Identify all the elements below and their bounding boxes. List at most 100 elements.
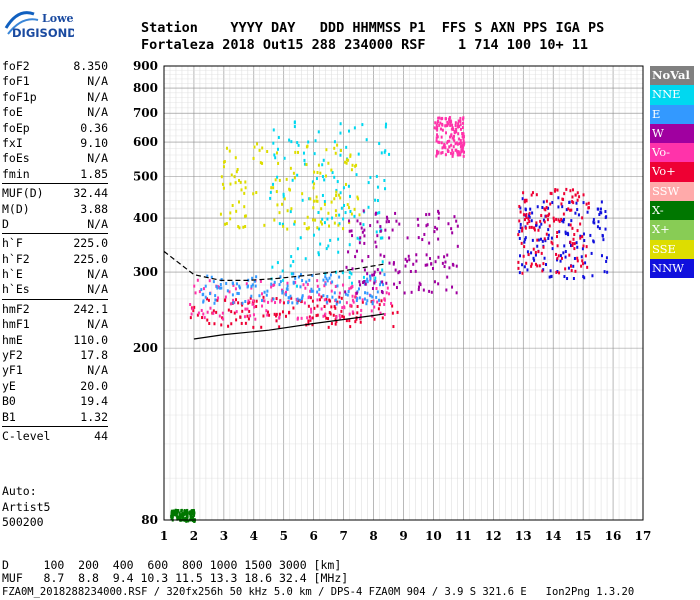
echo-point	[270, 186, 273, 190]
echo-point	[170, 517, 173, 521]
echo-point	[374, 240, 377, 244]
echo-point	[462, 133, 465, 137]
echo-point	[217, 296, 220, 300]
echo-point	[355, 163, 358, 167]
echo-point	[337, 237, 340, 241]
echo-point	[463, 141, 466, 145]
echo-point	[194, 291, 197, 295]
echo-point	[453, 139, 456, 143]
echo-point	[253, 145, 256, 149]
echo-point	[215, 285, 218, 289]
echo-point	[446, 148, 449, 152]
echo-point	[296, 141, 299, 145]
echo-point	[579, 222, 582, 226]
param-label: C-level	[2, 428, 51, 443]
echo-point	[282, 192, 285, 196]
echo-point	[423, 232, 426, 236]
echo-point	[518, 230, 521, 234]
echo-point	[416, 217, 419, 221]
echo-point	[383, 312, 386, 316]
echo-point	[385, 291, 388, 295]
echo-point	[378, 211, 381, 215]
echo-point	[277, 161, 280, 165]
echo-point	[330, 289, 333, 293]
echo-point	[317, 251, 320, 255]
echo-point	[455, 264, 458, 268]
echo-point	[600, 254, 603, 258]
echo-point	[571, 195, 574, 199]
echo-point	[265, 309, 268, 313]
echo-point	[322, 158, 325, 162]
echo-point	[448, 117, 451, 121]
echo-point	[548, 275, 551, 279]
echo-point	[396, 310, 399, 314]
echo-point	[277, 135, 280, 139]
echo-point	[547, 214, 550, 218]
echo-point	[343, 306, 346, 310]
echo-point	[237, 292, 240, 296]
echo-point	[437, 151, 440, 155]
echo-point	[560, 202, 563, 206]
echo-point	[558, 219, 561, 223]
echo-point	[303, 301, 306, 305]
echo-point	[375, 230, 378, 234]
echo-point	[555, 217, 558, 221]
echo-point	[247, 301, 250, 305]
echo-point	[384, 228, 387, 232]
echo-point	[299, 298, 302, 302]
param-value: 3.88	[80, 201, 108, 216]
echo-point	[238, 178, 241, 182]
echo-point	[349, 154, 352, 158]
param-value: 20.0	[80, 378, 108, 393]
param-label: yF1	[2, 363, 23, 378]
echo-point	[446, 120, 449, 124]
echo-point	[385, 215, 388, 219]
echo-point	[212, 280, 215, 284]
echo-point	[185, 519, 188, 523]
echo-point	[268, 313, 271, 317]
echo-point	[556, 270, 559, 274]
legend-entry: Vo+	[650, 162, 694, 182]
echo-point	[604, 210, 607, 214]
echo-point	[373, 279, 376, 283]
echo-point	[244, 321, 247, 325]
echo-point	[335, 213, 338, 217]
echo-point	[329, 273, 332, 277]
echo-point	[451, 262, 454, 266]
echo-point	[563, 192, 566, 196]
echo-point	[525, 216, 528, 220]
echo-point	[234, 298, 237, 302]
echo-point	[592, 239, 595, 243]
echo-point	[454, 142, 457, 146]
echo-point	[218, 314, 221, 318]
x-tick-label: 8	[369, 529, 377, 543]
echo-point	[229, 217, 232, 221]
echo-point	[318, 293, 321, 297]
echo-point	[346, 158, 349, 162]
echo-point	[340, 309, 343, 313]
echo-point	[392, 325, 395, 329]
echo-point	[290, 207, 293, 211]
echo-point	[450, 127, 453, 131]
echo-point	[360, 308, 363, 312]
echo-point	[381, 268, 384, 272]
param-value: 242.1	[73, 301, 108, 316]
echo-point	[462, 137, 465, 141]
echo-point	[564, 250, 567, 254]
echo-point	[359, 222, 362, 226]
echo-point	[316, 279, 319, 283]
echo-point	[252, 299, 255, 303]
param-row: h`E N/A	[2, 267, 108, 282]
echo-point	[339, 153, 342, 157]
echo-point	[312, 186, 315, 190]
echo-point	[325, 316, 328, 320]
echo-point	[459, 127, 462, 131]
echo-point	[344, 182, 347, 186]
param-label: foE	[2, 105, 23, 120]
echo-point	[576, 198, 579, 202]
echo-point	[306, 215, 309, 219]
echo-point	[350, 281, 353, 285]
echo-point	[348, 194, 351, 198]
echo-point	[369, 278, 372, 282]
echo-point	[310, 310, 313, 314]
